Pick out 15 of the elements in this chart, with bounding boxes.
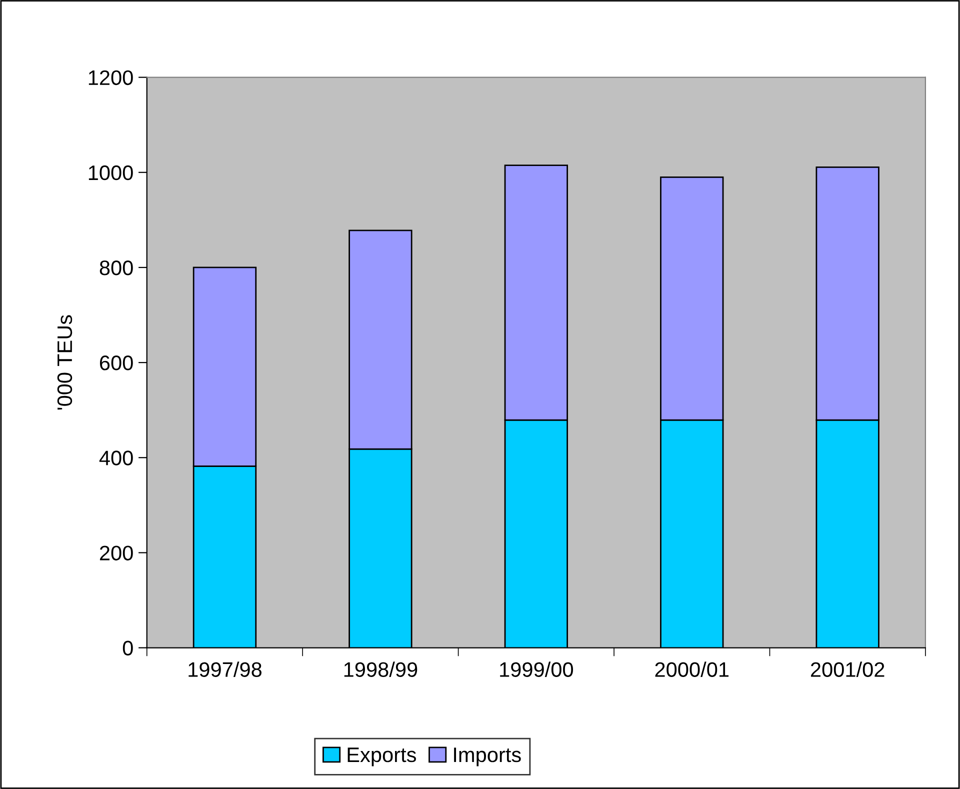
y-tick-label: 1200 — [88, 70, 133, 86]
x-tick-label: 2001/02 — [810, 662, 884, 677]
legend-label: Exports — [348, 748, 416, 766]
legend-label: Imports — [454, 748, 521, 766]
y-tick-label: 600 — [100, 356, 133, 370]
x-tick-label: 1999/00 — [500, 662, 573, 677]
x-tick-label: 2000/01 — [655, 662, 729, 677]
y-axis-title: '000 TEUs — [57, 315, 72, 410]
y-tick-label: 200 — [100, 546, 133, 560]
y-tick-label: 0 — [122, 640, 133, 656]
y-tick-label: 800 — [100, 260, 133, 276]
y-tick-label: 1000 — [88, 165, 133, 180]
x-tick-label: 1997/98 — [188, 662, 262, 677]
y-tick-label: 400 — [99, 450, 133, 466]
x-tick-label: 1998/99 — [344, 662, 418, 677]
